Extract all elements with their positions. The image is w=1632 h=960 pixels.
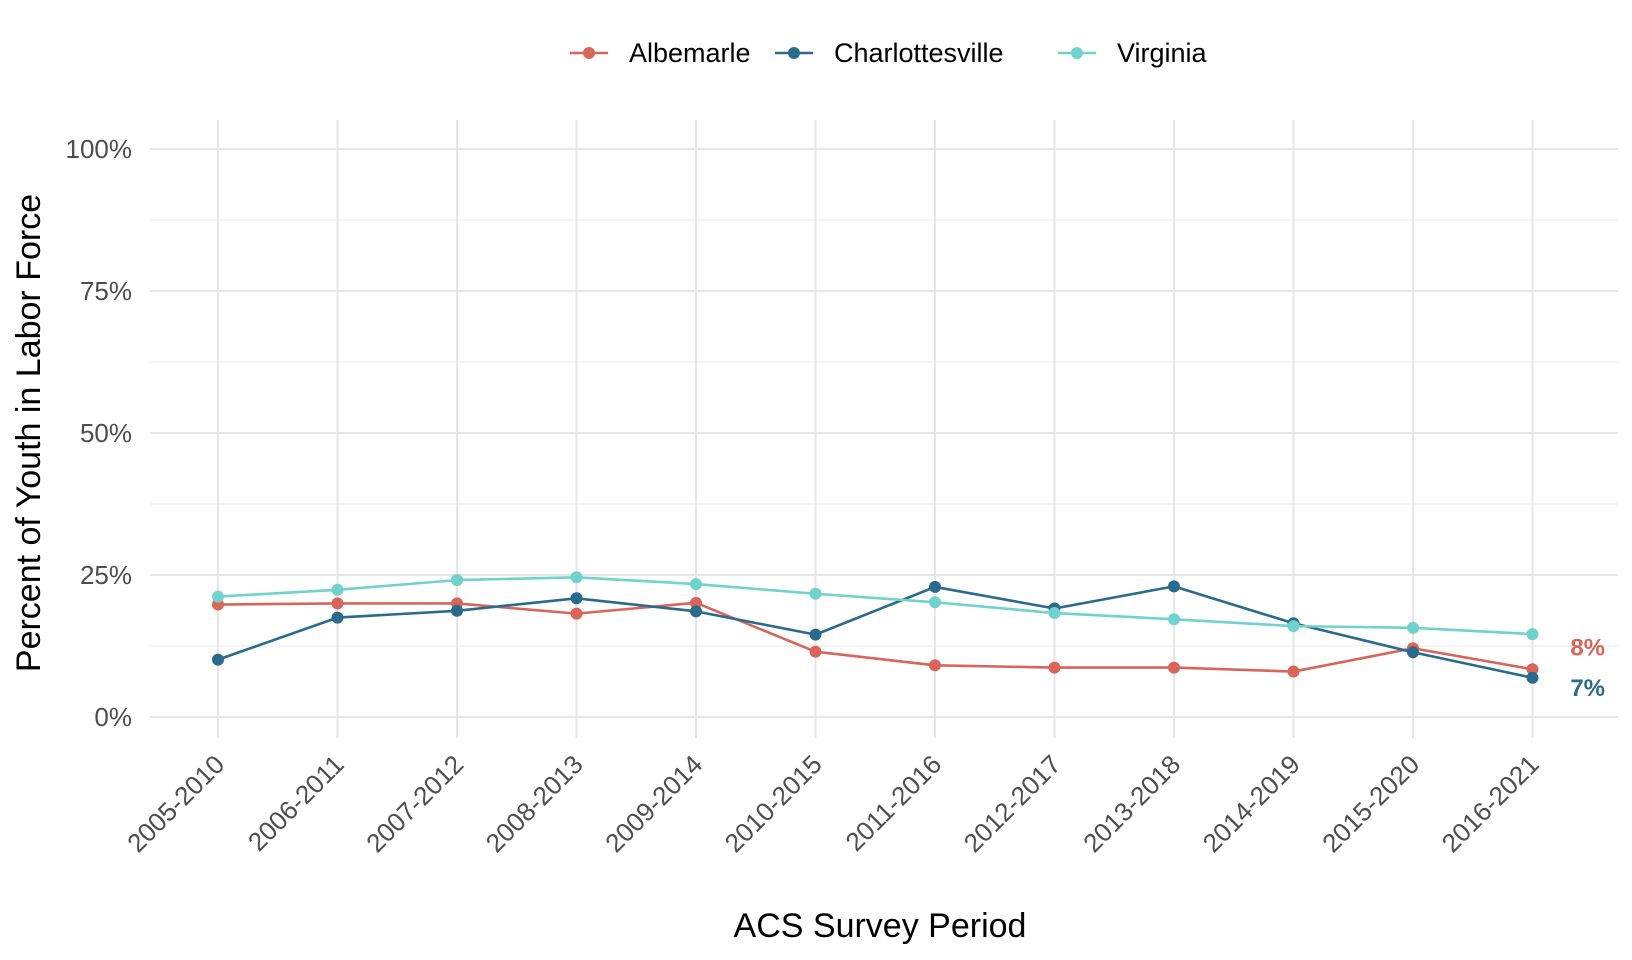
series-charlottesville xyxy=(212,580,1539,684)
legend-item-albemarle: Albemarle xyxy=(570,38,751,68)
data-point xyxy=(212,590,224,603)
data-point xyxy=(451,604,463,617)
y-tick-label: 100% xyxy=(66,134,133,164)
series-virginia xyxy=(212,571,1539,641)
data-point xyxy=(451,574,463,587)
x-axis-ticks: 2005-2010 2006-2011 2007-2012 2008-2013 2009… xyxy=(121,749,1545,858)
data-point xyxy=(1526,663,1539,676)
data-point xyxy=(1168,580,1180,593)
legend-item-charlottesville: Charlottesville xyxy=(775,38,1004,68)
data-point xyxy=(1407,646,1419,659)
y-tick-label: 50% xyxy=(80,418,132,448)
end-label-charlottesville: 7% xyxy=(1570,675,1605,702)
x-tick-label: 2012-2017 xyxy=(958,749,1067,858)
end-label-albemarle: 8% xyxy=(1570,634,1605,661)
series-line xyxy=(217,585,1533,680)
x-tick-label: 2009-2014 xyxy=(599,749,708,858)
data-point xyxy=(1287,665,1300,678)
x-tick-label: 2013-2018 xyxy=(1077,749,1186,858)
y-tick-label: 75% xyxy=(80,276,132,306)
data-point xyxy=(809,628,822,641)
data-point xyxy=(690,605,702,618)
data-point xyxy=(212,653,224,666)
y-axis-ticks: 0% 25% 50% 75% 100% xyxy=(66,134,133,732)
data-point xyxy=(929,659,941,672)
legend-label: Virginia xyxy=(1117,38,1208,68)
series-line xyxy=(217,575,1533,636)
grid xyxy=(150,120,1618,738)
x-tick-label: 2006-2011 xyxy=(242,749,350,857)
data-point xyxy=(929,596,941,609)
data-point xyxy=(1526,628,1539,641)
legend-marker xyxy=(1071,47,1083,59)
data-point xyxy=(809,587,822,600)
data-point xyxy=(331,597,344,610)
series-layer xyxy=(212,571,1539,684)
y-tick-label: 0% xyxy=(94,702,132,732)
x-tick-label: 2016-2021 xyxy=(1436,749,1545,858)
x-tick-label: 2010-2015 xyxy=(719,749,828,858)
data-point xyxy=(1287,620,1300,633)
legend-label: Charlottesville xyxy=(834,38,1004,68)
x-tick-label: 2011-2016 xyxy=(839,749,947,857)
data-point xyxy=(331,611,344,624)
end-labels: 8% 7% xyxy=(1570,634,1605,702)
x-tick-label: 2007-2012 xyxy=(360,749,469,858)
data-point xyxy=(331,583,344,596)
data-point xyxy=(1048,607,1061,620)
data-point xyxy=(1048,661,1061,674)
x-tick-label: 2005-2010 xyxy=(121,749,230,858)
y-tick-label: 25% xyxy=(80,560,132,590)
x-axis-title: ACS Survey Period xyxy=(734,907,1027,945)
data-point xyxy=(570,607,583,620)
data-point xyxy=(1168,613,1180,626)
data-point xyxy=(1407,621,1419,634)
x-tick-label: 2015-2020 xyxy=(1316,749,1425,858)
series-line xyxy=(217,601,1533,673)
data-point xyxy=(570,592,583,605)
legend-marker xyxy=(583,47,595,59)
series-albemarle xyxy=(212,596,1539,678)
y-axis-title: Percent of Youth in Labor Force xyxy=(10,194,48,672)
data-point xyxy=(929,580,941,593)
data-point xyxy=(690,596,702,609)
legend-item-virginia: Virginia xyxy=(1058,38,1208,68)
x-tick-label: 2014-2019 xyxy=(1197,749,1306,858)
legend-marker xyxy=(788,47,800,59)
data-point xyxy=(1526,671,1539,684)
legend-label: Albemarle xyxy=(629,38,751,68)
x-tick-label: 2008-2013 xyxy=(480,749,589,858)
legend: Albemarle Charlottesville Virginia xyxy=(570,38,1208,68)
data-point xyxy=(570,571,583,584)
data-point xyxy=(690,578,702,591)
data-point xyxy=(1168,661,1180,674)
data-point xyxy=(809,645,822,658)
